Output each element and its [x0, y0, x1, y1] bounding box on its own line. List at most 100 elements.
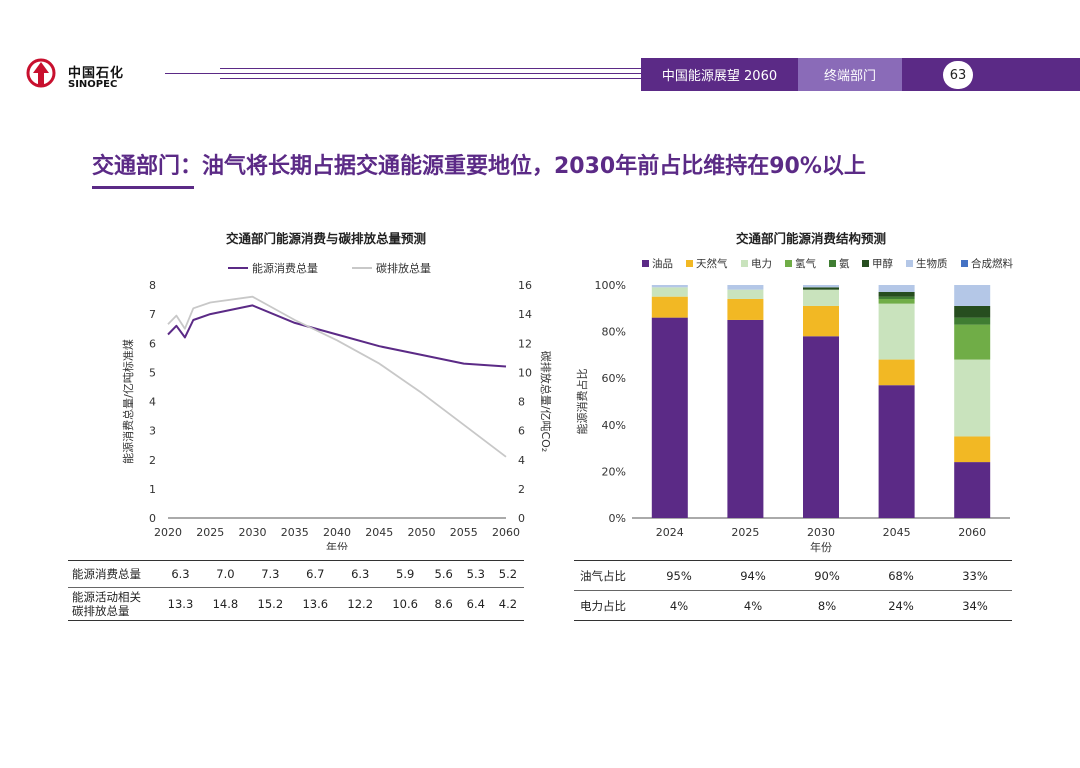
legend-label: 碳排放总量 — [376, 261, 431, 275]
y2-tick-label: 8 — [518, 396, 525, 409]
bar-segment — [803, 305, 839, 337]
row-label-line: 碳排放总量 — [72, 604, 130, 618]
table-cell: 33% — [962, 568, 988, 583]
bar-segment — [878, 296, 915, 299]
row-label: 油气占比 — [580, 568, 626, 583]
table-cell: 5.2 — [498, 567, 518, 581]
table-cell: 24% — [864, 590, 938, 621]
row-label: 电力占比 — [574, 590, 642, 621]
bar-segment — [954, 317, 991, 325]
bar-segment — [878, 291, 915, 297]
y2-axis-title: 碳排放总量/亿吨CO₂ — [539, 351, 553, 452]
y-tick-label: 40% — [602, 419, 626, 432]
sinopec-logo: 中国石化 SINOPEC — [24, 58, 134, 94]
y-tick-label: 80% — [602, 326, 626, 339]
table-cell: 5.6 — [434, 567, 453, 581]
table-row: 能源活动相关 碳排放总量 13.3 14.8 15.2 13.6 12.2 10.… — [68, 587, 524, 621]
table-row: 能源消费总量 6.3 7.0 7.3 6.7 6.3 5.9 5.6 5.3 5… — [68, 561, 524, 588]
y-tick-label: 20% — [602, 465, 626, 478]
logo-cn-text: 中国石化 — [68, 66, 125, 81]
y2-tick-label: 4 — [518, 454, 525, 467]
bar-segment — [803, 289, 839, 306]
x-tick-label: 2025 — [731, 526, 759, 539]
chart2-title: 交通部门能源消费结构预测 — [736, 231, 887, 246]
bar-segment — [878, 385, 915, 518]
section-label: 终端部门 — [798, 58, 902, 91]
table-cell: 5.9 — [396, 567, 415, 581]
table-cell: 6.7 — [306, 567, 325, 581]
bar-segment — [651, 296, 688, 318]
x-tick-label: 2045 — [883, 526, 911, 539]
x-axis-title: 年份 — [810, 540, 832, 554]
x-tick-label: 2045 — [365, 526, 393, 539]
structure-share-table: 油气占比 95% 94% 90% 68% 33% 电力占比 4% 4% 8% 2… — [574, 560, 1012, 621]
legend-label: 氢气 — [795, 257, 816, 270]
bar-segment — [727, 298, 764, 320]
table-cell: 6.4 — [459, 587, 492, 621]
y2-tick-label: 16 — [518, 279, 532, 292]
y-tick-label: 7 — [149, 308, 156, 321]
bar-segment — [651, 317, 688, 518]
page-title: 交通部门：油气将长期占据交通能源重要地位，2030年前占比维持在90%以上 — [92, 154, 866, 179]
row-label: 能源消费总量 — [72, 567, 141, 581]
y-tick-label: 3 — [149, 425, 156, 438]
energy-consumption-line — [167, 304, 507, 368]
bar-segment — [803, 287, 839, 290]
report-label: 中国能源展望 2060 — [641, 58, 798, 91]
legend-label: 能源消费总量 — [252, 261, 318, 275]
table-cell: 6.3 — [351, 567, 370, 581]
x-tick-label: 2020 — [154, 526, 182, 539]
x-tick-label: 2025 — [196, 526, 224, 539]
y-tick-label: 2 — [149, 454, 156, 467]
legend-label: 天然气 — [696, 257, 728, 270]
carbon-emission-line — [167, 295, 507, 458]
y2-tick-label: 6 — [518, 425, 525, 438]
table-cell: 90% — [814, 568, 840, 583]
bar-segment — [878, 285, 915, 292]
table-row: 电力占比 4% 4% 8% 24% 34% — [574, 590, 1012, 621]
x-tick-label: 2024 — [656, 526, 684, 539]
table-cell: 8% — [790, 590, 864, 621]
x-tick-label: 2060 — [958, 526, 986, 539]
bar-segment — [954, 305, 991, 318]
legend-label: 氨 — [839, 257, 850, 270]
y-tick-label: 8 — [149, 279, 156, 292]
y-tick-label: 0% — [609, 512, 626, 525]
bar-segment — [878, 303, 915, 360]
chart1-title: 交通部门能源消费与碳排放总量预测 — [226, 231, 427, 246]
x-axis-title: 年份 — [326, 540, 348, 550]
x-tick-label: 2030 — [239, 526, 267, 539]
stacked-bar-chart: 0% 20% 40% 60% 80% 100% 2024 2025 2030 2045 2060 年份… — [575, 257, 1013, 554]
bar-segment — [954, 324, 991, 360]
y2-tick-label: 14 — [518, 308, 532, 321]
y-tick-label: 0 — [149, 512, 156, 525]
table-cell: 4% — [642, 590, 716, 621]
bar-segment — [727, 289, 764, 299]
bar-segment — [803, 285, 839, 288]
table-cell: 14.8 — [202, 587, 248, 621]
table-cell: 6.3 — [171, 567, 190, 581]
title-underline — [92, 186, 194, 189]
x-tick-label: 2060 — [492, 526, 520, 539]
table-cell: 4% — [716, 590, 790, 621]
energy-emission-table: 能源消费总量 6.3 7.0 7.3 6.7 6.3 5.9 5.6 5.3 5… — [68, 560, 524, 621]
table-cell: 8.6 — [427, 587, 460, 621]
y-tick-label: 4 — [149, 396, 156, 409]
bar-segment — [954, 359, 991, 437]
legend-swatch — [906, 260, 913, 267]
table-cell: 10.6 — [382, 587, 428, 621]
x-tick-label: 2055 — [450, 526, 478, 539]
table-cell: 7.3 — [261, 567, 280, 581]
header-rule — [220, 68, 641, 69]
x-tick-label: 2035 — [281, 526, 309, 539]
bar-segment — [727, 319, 764, 518]
y-tick-label: 5 — [149, 366, 156, 379]
table-cell: 34% — [938, 590, 1012, 621]
bar-segment — [878, 359, 915, 386]
sinopec-emblem-icon — [26, 58, 56, 88]
bar-segment — [651, 287, 688, 297]
y2-tick-label: 2 — [518, 483, 525, 496]
y-axis-title: 能源消费占比 — [575, 369, 589, 435]
table-cell: 95% — [666, 568, 692, 583]
